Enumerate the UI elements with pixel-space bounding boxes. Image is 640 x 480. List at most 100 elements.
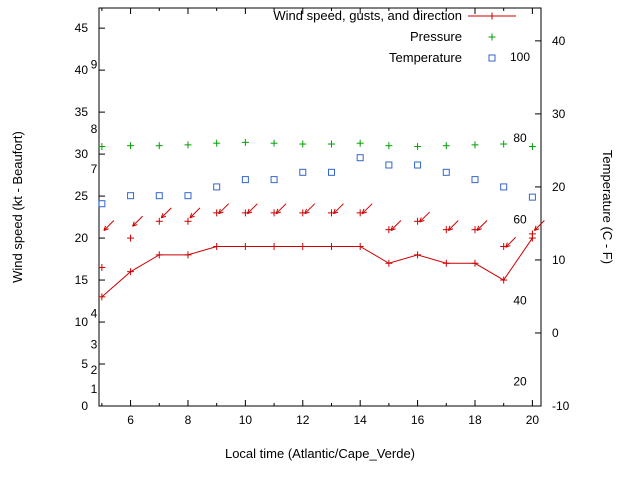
y2-tick-label: 30 bbox=[552, 107, 566, 121]
wind-direction-arrow bbox=[189, 215, 195, 219]
y-axis-title-left: Wind speed (kt - Beaufort) bbox=[10, 131, 25, 283]
legend-label: Wind speed, gusts, and direction bbox=[273, 8, 462, 23]
wind-direction-arrow bbox=[533, 225, 537, 231]
wind-direction-arrow bbox=[447, 220, 459, 231]
x-tick-label: 10 bbox=[239, 413, 253, 427]
wind-direction-arrow bbox=[132, 224, 138, 227]
wind-direction-arrow bbox=[476, 228, 482, 231]
wind-direction-arrow bbox=[103, 225, 107, 231]
wind-direction-arrow bbox=[362, 211, 368, 215]
wind-gust-series bbox=[98, 209, 536, 271]
axis-titles: Wind speed (kt - Beaufort) Temperature (C… bbox=[10, 131, 615, 461]
wind-direction-arrow bbox=[390, 220, 402, 231]
wind-direction-arrow bbox=[103, 228, 109, 231]
y1-tick-label: 35 bbox=[75, 105, 89, 119]
wind-direction-arrow bbox=[390, 225, 394, 231]
wind-direction-arrow bbox=[419, 211, 430, 223]
y1-tick-label: 0 bbox=[81, 399, 88, 413]
fahrenheit-scale-labels: 20 40 60 80 100 bbox=[510, 50, 530, 389]
wind-direction-arrow bbox=[132, 221, 135, 227]
wind-direction-arrow bbox=[333, 211, 339, 215]
wind-direction-arrow bbox=[476, 225, 480, 231]
x-tick-label: 8 bbox=[185, 413, 192, 427]
x-tick-label: 18 bbox=[468, 413, 482, 427]
wind-direction-arrow bbox=[218, 208, 221, 214]
square-marker bbox=[442, 168, 450, 176]
wind-direction-arrow bbox=[132, 215, 143, 227]
axis-ticks bbox=[99, 8, 541, 407]
wind-direction-arrow bbox=[534, 228, 540, 231]
square-marker bbox=[500, 183, 508, 191]
y2-tick-label: -10 bbox=[552, 399, 570, 413]
legend-label: Temperature bbox=[389, 50, 462, 65]
square-marker bbox=[327, 168, 335, 176]
square-marker bbox=[241, 176, 249, 184]
pressure-series bbox=[98, 138, 536, 151]
square-marker bbox=[414, 161, 422, 169]
square-marker bbox=[385, 161, 393, 169]
y2-tick-label: 20 bbox=[552, 180, 566, 194]
x-tick-label: 6 bbox=[127, 413, 134, 427]
wind-direction-arrow bbox=[275, 208, 279, 214]
wind-direction-arrow bbox=[189, 207, 201, 219]
square-marker bbox=[488, 54, 496, 62]
wind-direction-arrow bbox=[390, 228, 396, 231]
fahrenheit-label: 100 bbox=[510, 50, 530, 64]
y1-tick-label: 30 bbox=[75, 147, 89, 161]
beaufort-label: 8 bbox=[91, 122, 98, 136]
y1-tick-label: 40 bbox=[75, 63, 89, 77]
wind-direction-arrow bbox=[419, 219, 425, 223]
wind-direction-arrow bbox=[448, 228, 454, 231]
wind-direction-arrow bbox=[103, 220, 115, 231]
y1-tick-label: 20 bbox=[75, 231, 89, 245]
square-marker bbox=[299, 168, 307, 176]
wind-direction-arrow bbox=[505, 242, 508, 248]
wind-direction-arrow bbox=[304, 211, 310, 215]
beaufort-label: 2 bbox=[91, 363, 98, 377]
square-marker bbox=[213, 183, 221, 191]
y2-tick-label: 0 bbox=[552, 326, 559, 340]
wind-direction-arrow bbox=[505, 236, 517, 248]
y2-tick-label: 10 bbox=[552, 253, 566, 267]
wind-direction-series bbox=[103, 203, 545, 248]
wind-direction-arrow bbox=[361, 208, 365, 214]
fahrenheit-label: 40 bbox=[513, 294, 527, 308]
wind-direction-arrow bbox=[160, 207, 172, 219]
wind-direction-arrow bbox=[333, 208, 336, 214]
y1-tick-label: 15 bbox=[75, 273, 89, 287]
square-marker bbox=[155, 192, 163, 200]
wind-direction-arrow bbox=[189, 213, 193, 219]
wind-direction-arrow bbox=[304, 208, 307, 214]
plot-frame bbox=[98, 7, 542, 407]
wind-speed-line bbox=[101, 237, 533, 298]
square-marker bbox=[98, 200, 106, 208]
legend: Wind speed, gusts, and direction Pressure… bbox=[273, 8, 516, 65]
beaufort-label: 3 bbox=[91, 338, 98, 352]
wind-direction-arrow bbox=[246, 208, 250, 214]
wind-direction-arrow bbox=[247, 211, 253, 215]
beaufort-label: 4 bbox=[91, 307, 98, 321]
wind-direction-arrow bbox=[304, 203, 316, 215]
square-marker bbox=[471, 176, 479, 184]
square-marker bbox=[528, 193, 536, 201]
wind-direction-arrow bbox=[476, 220, 488, 231]
wind-direction-arrow bbox=[505, 245, 511, 248]
square-marker bbox=[270, 176, 278, 184]
x-tick-label: 16 bbox=[411, 413, 425, 427]
beaufort-label: 9 bbox=[91, 57, 98, 71]
temperature-series bbox=[98, 154, 536, 208]
wind-direction-arrow bbox=[447, 225, 451, 231]
y1-tick-label: 25 bbox=[75, 189, 89, 203]
legend-label: Pressure bbox=[410, 29, 462, 44]
wind-direction-arrow bbox=[361, 203, 373, 215]
fahrenheit-label: 80 bbox=[513, 131, 527, 145]
beaufort-scale-labels: 1 2 3 4 7 8 9 bbox=[91, 57, 98, 396]
y1-tick-label: 5 bbox=[81, 357, 88, 371]
axis-tick-labels: 6 8 10 12 14 16 18 20051015202530354045-1001020… bbox=[75, 21, 570, 427]
square-marker bbox=[356, 154, 364, 162]
x-axis-title: Local time (Atlantic/Cape_Verde) bbox=[225, 446, 415, 461]
beaufort-label: 1 bbox=[91, 382, 98, 396]
wind-direction-arrow bbox=[275, 203, 287, 215]
wind-direction-arrow bbox=[275, 211, 281, 215]
